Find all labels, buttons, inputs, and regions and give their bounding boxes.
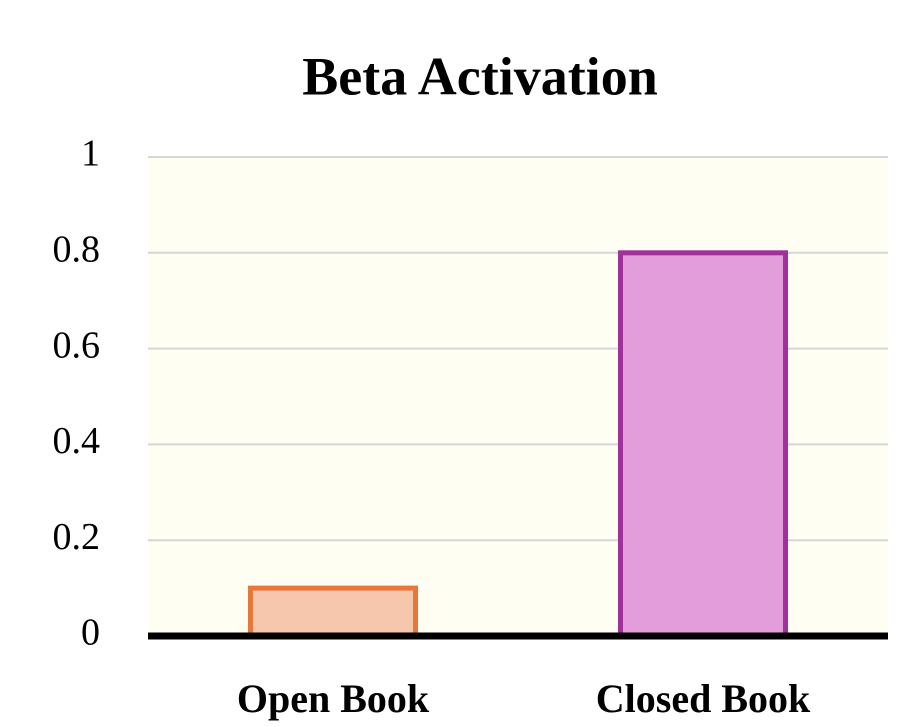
x-tick-label: Open Book (237, 676, 430, 721)
y-tick-label: 0.4 (53, 420, 101, 462)
bar (617, 250, 789, 639)
y-tick-label: 0.8 (53, 229, 101, 271)
chart-title: Beta Activation (302, 46, 657, 106)
x-tick-label: Closed Book (596, 676, 811, 721)
bar (247, 585, 419, 639)
y-tick-label: 0.6 (53, 324, 101, 366)
y-tick-label: 0.2 (53, 516, 101, 558)
y-tick-label: 0 (81, 612, 100, 654)
y-tick-label: 1 (81, 133, 100, 175)
